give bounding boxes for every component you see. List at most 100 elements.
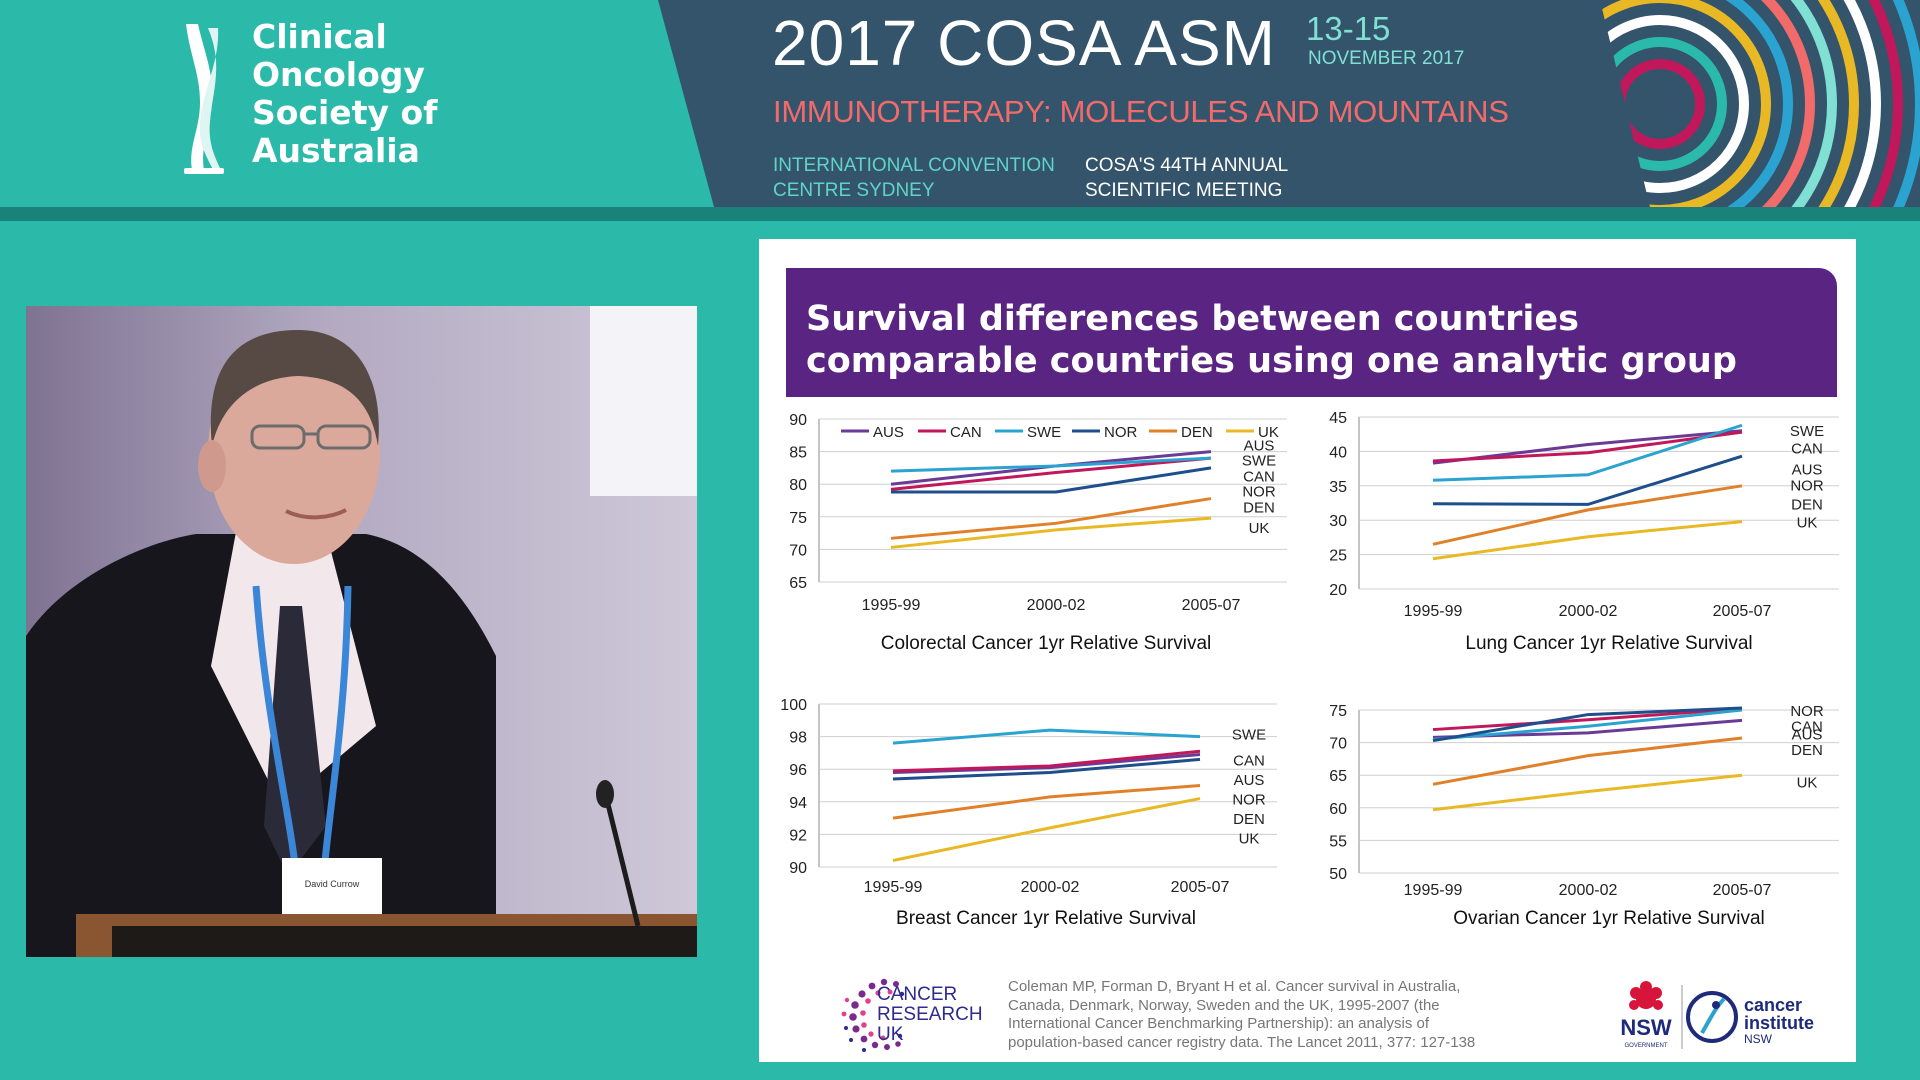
colorectal-x-tick-label: 2000-02	[1027, 597, 1086, 614]
colorectal-y-tick-label: 80	[789, 477, 807, 494]
slide-header: Survival differences between countries c…	[786, 268, 1837, 397]
lung-series-den	[1432, 484, 1743, 546]
colorectal-end-label: DEN	[1243, 499, 1275, 516]
cruk-line: RESEARCH	[877, 1004, 983, 1025]
lung-chart-title: Lung Cancer 1yr Relative Survival	[1465, 633, 1752, 654]
cinsw-line: institute	[1744, 1013, 1814, 1033]
lung-y-tick-label: 40	[1329, 444, 1347, 461]
lung-x-tick-label: 2005-07	[1713, 603, 1772, 620]
colorectal-end-label: SWE	[1242, 452, 1276, 469]
lung-end-label: CAN	[1791, 440, 1823, 457]
meeting-description: COSA'S 44TH ANNUAL SCIENTIFIC MEETING	[1085, 153, 1288, 203]
citation-line: Canada, Denmark, Norway, Sweden and the …	[1008, 996, 1440, 1014]
ovarian-y-tick-label: 75	[1329, 703, 1347, 720]
colorectal-y-tick-label: 85	[789, 445, 807, 462]
breast-y-tick-label: 92	[789, 827, 807, 844]
breast-y-tick-label: 94	[789, 795, 807, 812]
slide-title: Survival differences between countries c…	[806, 298, 1737, 382]
ovarian-y-tick-label: 55	[1329, 833, 1347, 850]
lung-y-tick-label: 30	[1329, 513, 1347, 530]
colorectal-series-can	[890, 456, 1212, 491]
colorectal-end-label: UK	[1249, 520, 1270, 537]
breast-series-den	[892, 784, 1201, 820]
breast-y-tick-label: 100	[780, 697, 807, 714]
conference-month: NOVEMBER 2017	[1308, 48, 1465, 69]
citation-text: Coleman MP, Forman D, Bryant H et al. Ca…	[1008, 978, 1568, 1052]
cancer-research-uk-text: CANCER RESEARCH UK	[877, 985, 983, 1045]
breast-x-tick-label: 2000-02	[1021, 879, 1080, 896]
ovarian-series-swe	[1432, 708, 1743, 741]
lung-series-swe	[1432, 423, 1743, 482]
lung-x-tick-label: 2000-02	[1559, 603, 1618, 620]
lung-end-label: DEN	[1791, 497, 1823, 514]
ovarian-y-tick-label: 70	[1329, 736, 1347, 753]
venue: INTERNATIONAL CONVENTION CENTRE SYDNEY	[773, 153, 1055, 203]
ovarian-x-tick-label: 2000-02	[1559, 882, 1618, 899]
colorectal-x-tick-label: 1995-99	[862, 597, 921, 614]
ovarian-end-label: NOR	[1790, 703, 1824, 720]
ovarian-survival-chart: 50 55 60 65 70 75 1995-99 2000-02 2005-07 NORCANA…	[1329, 703, 1839, 929]
slide-title-line: comparable countries using one analytic …	[806, 341, 1737, 381]
org-name-line: Society of	[252, 93, 438, 132]
nsw-sub-label: GOVERNMENT	[1624, 1043, 1667, 1049]
banner-divider	[0, 207, 1920, 221]
lung-end-label: NOR	[1790, 477, 1824, 494]
ovarian-end-label: DEN	[1791, 742, 1823, 759]
cinsw-line: cancer	[1744, 995, 1802, 1015]
colorectal-end-label: CAN	[1243, 469, 1275, 486]
nsw-label: NSW	[1620, 1015, 1672, 1040]
breast-series-swe	[892, 728, 1201, 745]
cinsw-line: NSW	[1744, 1032, 1773, 1046]
colorectal-legend-label: UK	[1258, 424, 1279, 441]
breast-end-label: DEN	[1233, 811, 1265, 828]
conference-title: 2017 COSA ASM	[772, 7, 1276, 79]
ovarian-end-label: AUS	[1792, 726, 1823, 743]
colorectal-chart-title: Colorectal Cancer 1yr Relative Survival	[881, 633, 1212, 654]
conference-dates: 13-15	[1306, 10, 1391, 47]
ovarian-y-tick-label: 50	[1329, 866, 1347, 883]
ovarian-end-label: CAN	[1791, 719, 1823, 736]
org-name-line: Oncology	[252, 55, 425, 94]
breast-y-tick-label: 98	[789, 730, 807, 747]
lung-y-tick-label: 25	[1329, 548, 1347, 565]
breast-series-uk	[892, 797, 1201, 862]
speaker-name-badge: David Currow	[305, 879, 360, 889]
ovarian-y-tick-label: 65	[1329, 768, 1347, 785]
breast-x-tick-label: 1995-99	[864, 879, 923, 896]
breast-series-nor	[892, 757, 1201, 781]
lung-x-tick-label: 1995-99	[1404, 603, 1463, 620]
colorectal-series-uk	[890, 516, 1212, 549]
lung-y-tick-label: 20	[1329, 582, 1347, 599]
cancer-institute-icon	[1686, 991, 1738, 1043]
colorectal-legend-label: AUS	[873, 424, 904, 441]
lung-end-label: UK	[1797, 515, 1818, 532]
ovarian-end-label: UK	[1797, 775, 1818, 792]
presentation-slide: Survival differences between countries c…	[759, 239, 1856, 1062]
lung-y-tick-label: 35	[1329, 479, 1347, 496]
venue-line: CENTRE SYDNEY	[773, 180, 935, 201]
ovarian-series-uk	[1432, 773, 1743, 812]
colorectal-series-swe	[890, 456, 1212, 473]
breast-survival-chart: 90 92 94 96 98 100 1995-99 2000-02 2005-07 SWE CAN…	[780, 697, 1277, 929]
colorectal-end-label: AUS	[1244, 437, 1275, 454]
slide-title-line: Survival differences between countries	[806, 299, 1579, 339]
breast-y-tick-label: 90	[789, 860, 807, 877]
lung-series-nor	[1432, 454, 1743, 506]
breast-end-label: AUS	[1234, 772, 1265, 789]
cruk-line: CANCER	[877, 984, 958, 1005]
breast-series-can	[892, 749, 1201, 773]
citation-line: Coleman MP, Forman D, Bryant H et al. Ca…	[1008, 978, 1461, 995]
cosa-logo-icon	[184, 24, 224, 174]
cruk-line: UK	[877, 1024, 904, 1045]
ovarian-x-tick-label: 2005-07	[1713, 882, 1772, 899]
breast-y-tick-label: 96	[789, 762, 807, 779]
org-name-line: Australia	[252, 131, 420, 170]
colorectal-legend-label: DEN	[1181, 424, 1213, 441]
org-name-line: Clinical	[252, 17, 387, 56]
citation-line: International Cancer Benchmarking Partne…	[1008, 1015, 1430, 1032]
colorectal-legend-label: NOR	[1104, 424, 1138, 441]
ovarian-series-nor	[1432, 706, 1743, 743]
speaker-illustration: David Currow	[26, 306, 697, 957]
